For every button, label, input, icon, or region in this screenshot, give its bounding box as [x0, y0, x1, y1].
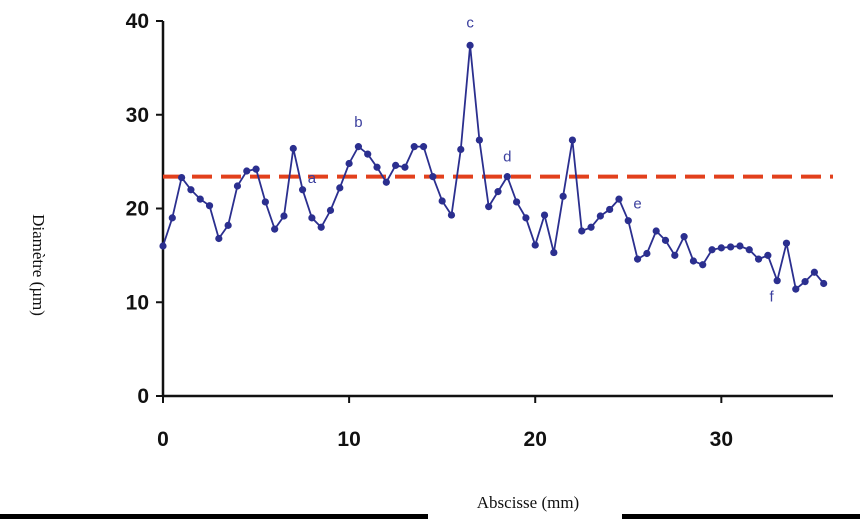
data-point [494, 188, 502, 196]
data-point [354, 143, 363, 151]
annotation-label: e [633, 196, 641, 213]
data-point [810, 268, 818, 276]
annotation-layer: a b c d e f [308, 15, 775, 306]
data-point [661, 236, 670, 244]
data-point [271, 225, 279, 233]
data-point [717, 244, 725, 252]
data-point [419, 143, 428, 151]
data-point [699, 261, 707, 269]
y-tick-label: 10 [126, 291, 149, 314]
data-point [680, 233, 688, 241]
data-point [689, 257, 698, 265]
annotation-label: f [769, 288, 774, 305]
data-point [261, 198, 269, 206]
data-point [336, 184, 344, 192]
data-point [754, 255, 763, 263]
data-point [233, 182, 242, 190]
x-tick-label: 30 [710, 428, 733, 451]
data-point [215, 234, 223, 243]
data-point [438, 197, 446, 205]
annotation-label: c [466, 15, 474, 32]
series-layer [159, 41, 828, 293]
data-point [159, 242, 167, 250]
data-point [326, 206, 335, 214]
data-point [727, 243, 735, 251]
series-line [162, 45, 825, 291]
annotation-label: a [308, 170, 317, 187]
data-point [568, 136, 577, 144]
y-tick-label: 20 [126, 198, 149, 221]
data-point [606, 205, 614, 214]
data-point [531, 241, 539, 249]
bottom-rule-right [622, 514, 860, 519]
data-point [522, 214, 530, 222]
data-point [550, 248, 558, 257]
data-point [643, 249, 651, 258]
data-point [280, 212, 288, 220]
data-point [578, 227, 586, 235]
data-point [587, 223, 595, 231]
data-point [382, 178, 390, 186]
data-point [447, 211, 456, 219]
data-point [168, 214, 176, 222]
data-point [317, 223, 325, 231]
data-point [745, 246, 753, 254]
data-point [429, 173, 437, 181]
x-tick-label: 10 [337, 428, 360, 451]
data-point [205, 202, 214, 210]
x-tick-label: 20 [524, 428, 547, 451]
data-point [466, 41, 474, 49]
data-point [373, 163, 381, 171]
data-point [457, 145, 465, 154]
annotation-label: b [354, 114, 362, 131]
y-tick-label: 40 [126, 10, 149, 33]
bottom-rule-left [0, 514, 428, 519]
data-point [224, 221, 232, 229]
data-point [633, 255, 642, 263]
data-point [298, 186, 307, 194]
data-point [624, 217, 632, 225]
data-point [485, 203, 493, 211]
data-point [187, 186, 195, 194]
data-point [801, 278, 809, 286]
data-point [308, 214, 316, 222]
data-point [559, 192, 567, 200]
data-point [782, 239, 791, 247]
data-point [596, 212, 604, 220]
data-point [764, 251, 772, 259]
data-point [540, 211, 549, 219]
data-point [410, 143, 418, 151]
y-tick-label: 0 [137, 385, 149, 408]
data-point [773, 277, 781, 285]
x-axis-title: Abscisse (mm) [477, 493, 579, 512]
data-point [615, 195, 623, 203]
data-point [708, 246, 716, 254]
data-point [820, 279, 828, 288]
data-point [289, 144, 297, 153]
x-tick-label: 0 [157, 428, 169, 451]
data-point [792, 285, 800, 293]
data-point [196, 195, 204, 203]
data-point [178, 173, 186, 182]
data-point [475, 136, 483, 144]
data-point [364, 150, 372, 158]
data-point [345, 159, 353, 168]
data-point [736, 242, 744, 250]
data-point [671, 251, 679, 259]
data-point [243, 167, 251, 175]
data-point [401, 163, 409, 171]
y-axis-title: Diamètre (µm) [29, 214, 48, 316]
data-point [652, 227, 660, 235]
data-point [392, 161, 400, 169]
data-point [513, 198, 521, 206]
data-point [252, 165, 260, 173]
annotation-label: d [503, 149, 511, 166]
y-tick-label: 30 [126, 104, 149, 127]
axes: 0 10 20 30 40 0 10 20 30 [126, 10, 833, 451]
data-point [503, 173, 511, 181]
